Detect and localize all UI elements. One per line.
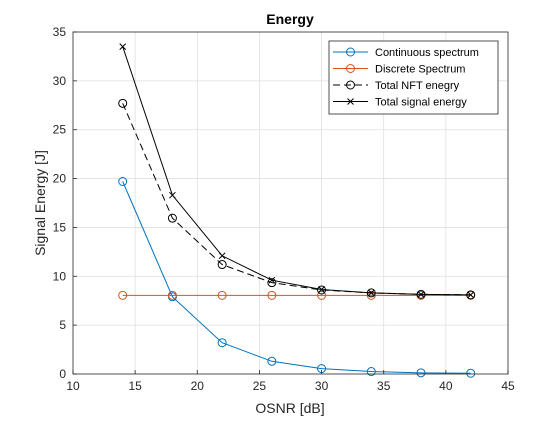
legend-marker xyxy=(346,47,355,57)
data-point xyxy=(118,177,128,187)
series-group xyxy=(119,43,475,299)
data-point xyxy=(417,291,425,298)
legend-item: Discrete Spectrum xyxy=(333,64,465,76)
legend: Continuous spectrum Discrete Spectrum Tota… xyxy=(328,40,499,115)
legend-marker xyxy=(347,98,354,105)
legend-label: Discrete Spectrum xyxy=(375,64,465,76)
y-tick-label: 25 xyxy=(53,123,67,137)
series-line xyxy=(122,181,471,374)
data-point xyxy=(267,356,277,366)
plot-frame xyxy=(72,31,509,375)
legend-item: Total signal energy xyxy=(333,97,467,109)
y-tick-label: 0 xyxy=(59,367,66,381)
data-point xyxy=(167,213,177,223)
legend-item: Total NFT enegry xyxy=(333,80,460,92)
x-tick-label: 20 xyxy=(191,379,205,393)
data-point xyxy=(118,98,128,108)
legend-label: Continuous spectrum xyxy=(375,47,479,59)
legend-marker xyxy=(346,64,355,73)
data-point xyxy=(169,191,176,199)
y-tick-label: 20 xyxy=(53,172,67,186)
legend-label: Total NFT enegry xyxy=(375,80,460,92)
data-point xyxy=(218,252,226,260)
x-tick-label: 35 xyxy=(377,379,391,393)
y-axis-label: Signal Energy [J] xyxy=(32,150,48,256)
legend-item: Continuous spectrum xyxy=(333,47,479,59)
chart-title: Energy xyxy=(266,11,314,27)
data-point xyxy=(366,290,376,300)
y-tick-label: 35 xyxy=(53,25,67,39)
legend-items: Continuous spectrum Discrete Spectrum Tota… xyxy=(333,47,479,109)
x-tick-label: 30 xyxy=(315,379,329,393)
series-line xyxy=(122,46,471,296)
data-point xyxy=(466,368,476,378)
x-tick-label: 40 xyxy=(439,379,453,393)
data-point xyxy=(467,291,475,299)
x-axis-label: OSNR [dB] xyxy=(255,400,324,416)
x-tick-label: 45 xyxy=(501,379,515,393)
x-tick-label: 15 xyxy=(128,379,142,393)
data-point xyxy=(367,289,375,297)
x-tick-label: 10 xyxy=(66,379,80,393)
legend-marker xyxy=(346,80,355,90)
data-point xyxy=(318,286,325,293)
data-point xyxy=(317,290,327,300)
data-point xyxy=(167,290,177,300)
data-point xyxy=(366,367,376,377)
data-point xyxy=(268,276,276,284)
data-point xyxy=(118,290,128,300)
data-point xyxy=(416,368,426,378)
data-point xyxy=(217,290,227,300)
legend-label: Total signal energy xyxy=(375,97,467,109)
y-tick-label: 5 xyxy=(59,318,66,332)
data-point xyxy=(217,260,227,270)
data-point xyxy=(217,338,227,348)
data-point xyxy=(267,290,277,300)
grid-lines xyxy=(73,32,508,374)
axes: 10 15 20 25 30 35 40 45 0 5 10 15 20 25 30 35 xyxy=(53,25,515,393)
y-tick-label: 10 xyxy=(53,269,67,283)
data-series xyxy=(118,43,476,378)
y-tick-label: 30 xyxy=(53,74,67,88)
x-tick-label: 25 xyxy=(253,379,267,393)
data-point xyxy=(119,43,127,51)
y-tick-label: 15 xyxy=(53,220,67,234)
data-point xyxy=(267,278,277,288)
